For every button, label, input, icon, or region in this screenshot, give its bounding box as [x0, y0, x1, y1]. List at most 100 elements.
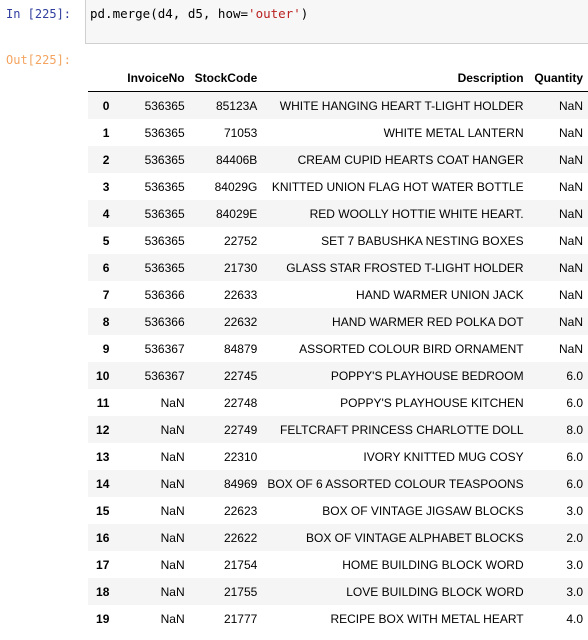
table-row: 15 NaN 22623 BOX OF VINTAGE JIGSAW BLOCKS 3.…: [88, 497, 588, 524]
row-index: 15: [96, 503, 110, 518]
table-row: 0 536365 85123A WHITE HANGING HEART T-LIGHT…: [88, 91, 588, 119]
cell-description: BOX OF VINTAGE JIGSAW BLOCKS: [322, 503, 524, 518]
cell-description: WHITE METAL LANTERN: [383, 125, 524, 140]
table-row: 19 NaN 21777 RECIPE BOX WITH METAL HEART 4.0: [88, 605, 588, 632]
table-row: 7 536366 22633 HAND WARMER UNION JACK NaN: [88, 281, 588, 308]
row-index: 6: [102, 260, 110, 275]
row-index: 17: [96, 557, 110, 572]
cell-description: RECIPE BOX WITH METAL HEART: [330, 611, 524, 626]
cell-quantity: 4.0: [566, 611, 583, 626]
table-body: 0 536365 85123A WHITE HANGING HEART T-LIGHT…: [88, 91, 588, 633]
table-row: 9 536367 84879 ASSORTED COLOUR BIRD ORNAMEN…: [88, 335, 588, 362]
row-index: 9: [102, 341, 110, 356]
cell-stockcode: 22749: [223, 422, 258, 437]
cell-quantity: 3.0: [566, 503, 583, 518]
cell-stockcode: 22632: [223, 314, 258, 329]
output-area: InvoiceNo StockCode Description Quantity…: [85, 48, 588, 640]
cell-stockcode: 22622: [223, 530, 258, 545]
table-row: 6 536365 21730 GLASS STAR FROSTED T-LIGHT H…: [88, 254, 588, 281]
header-description: Description: [262, 64, 529, 92]
row-index: 18: [96, 584, 110, 599]
cell-description: GLASS STAR FROSTED T-LIGHT HOLDER: [286, 260, 524, 275]
cell-description: HAND WARMER RED POLKA DOT: [332, 314, 524, 329]
cell-invoiceno: 536365: [144, 152, 185, 167]
cell-quantity: NaN: [558, 98, 583, 113]
cell-description: RED WOOLLY HOTTIE WHITE HEART.: [309, 206, 524, 221]
code-input-cell[interactable]: pd.merge(d4, d5, how='outer'): [85, 0, 588, 44]
cell-description: SET 7 BABUSHKA NESTING BOXES: [321, 233, 524, 248]
cell-stockcode: 22745: [223, 368, 258, 383]
cell-description: CREAM CUPID HEARTS COAT HANGER: [297, 152, 524, 167]
cell-stockcode: 84879: [223, 341, 258, 356]
cell-description: HOME BUILDING BLOCK WORD: [342, 557, 524, 572]
cell-invoiceno: 536365: [144, 125, 185, 140]
row-index: 19: [96, 611, 110, 626]
header-quantity: Quantity: [528, 64, 588, 92]
table-row: 1 536365 71053 WHITE METAL LANTERN NaN: [88, 119, 588, 146]
row-index: 0: [102, 98, 110, 113]
table-row: 3 536365 84029G KNITTED UNION FLAG HOT WATE…: [88, 173, 588, 200]
cell-quantity: NaN: [558, 287, 583, 302]
cell-stockcode: 85123A: [215, 98, 258, 113]
cell-invoiceno: NaN: [160, 584, 185, 599]
cell-invoiceno: 536366: [144, 287, 185, 302]
row-index: 8: [102, 314, 110, 329]
cell-invoiceno: NaN: [160, 503, 185, 518]
cell-invoiceno: NaN: [160, 422, 185, 437]
cell-invoiceno: 536365: [144, 98, 185, 113]
table-row: 11 NaN 22748 POPPY'S PLAYHOUSE KITCHEN 6.0: [88, 389, 588, 416]
input-prompt: In [225]:: [6, 7, 72, 21]
output-prompt: Out[225]:: [6, 53, 72, 67]
cell-stockcode: 84029G: [214, 179, 258, 194]
cell-stockcode: 21777: [223, 611, 258, 626]
cell-quantity: NaN: [558, 179, 583, 194]
cell-quantity: 6.0: [566, 476, 583, 491]
cell-description: ASSORTED COLOUR BIRD ORNAMENT: [299, 341, 524, 356]
cell-description: WHITE HANGING HEART T-LIGHT HOLDER: [279, 98, 524, 113]
cell-quantity: NaN: [558, 233, 583, 248]
cell-description: POPPY'S PLAYHOUSE KITCHEN: [340, 395, 524, 410]
cell-quantity: NaN: [558, 314, 583, 329]
cell-invoiceno: 536365: [144, 179, 185, 194]
cell-invoiceno: 536367: [144, 341, 185, 356]
header-stockcode: StockCode: [189, 64, 263, 92]
cell-quantity: 8.0: [566, 422, 583, 437]
table-row: 17 NaN 21754 HOME BUILDING BLOCK WORD 3.0: [88, 551, 588, 578]
header-index: [88, 64, 115, 92]
cell-stockcode: 21755: [223, 584, 258, 599]
row-index: 11: [96, 395, 110, 410]
cell-invoiceno: 536367: [144, 368, 185, 383]
cell-description: HAND WARMER UNION JACK: [356, 287, 524, 302]
cell-description: FELTCRAFT PRINCESS CHARLOTTE DOLL: [280, 422, 524, 437]
row-index: 10: [96, 368, 110, 383]
cell-description: LOVE BUILDING BLOCK WORD: [346, 584, 524, 599]
cell-description: KNITTED UNION FLAG HOT WATER BOTTLE: [271, 179, 524, 194]
table-row: 4 536365 84029E RED WOOLLY HOTTIE WHITE HEA…: [88, 200, 588, 227]
row-index: 2: [102, 152, 110, 167]
code-prefix: pd.merge(d4, d5, how=: [90, 6, 249, 21]
cell-quantity: 6.0: [566, 368, 583, 383]
table-row: 2 536365 84406B CREAM CUPID HEARTS COAT HAN…: [88, 146, 588, 173]
cell-stockcode: 84029E: [215, 206, 258, 221]
cell-quantity: NaN: [558, 206, 583, 221]
cell-invoiceno: NaN: [160, 395, 185, 410]
table-row: 8 536366 22632 HAND WARMER RED POLKA DOT NaN: [88, 308, 588, 335]
row-index: 13: [96, 449, 110, 464]
row-index: 4: [102, 206, 110, 221]
cell-quantity: 6.0: [566, 395, 583, 410]
row-index: 12: [96, 422, 110, 437]
row-index: 3: [102, 179, 110, 194]
cell-quantity: 2.0: [566, 530, 583, 545]
table-row: 10 536367 22745 POPPY'S PLAYHOUSE BEDROOM 6.…: [88, 362, 588, 389]
cell-invoiceno: 536366: [144, 314, 185, 329]
cell-quantity: NaN: [558, 152, 583, 167]
header-row: InvoiceNo StockCode Description Quantity: [88, 64, 588, 92]
cell-stockcode: 22748: [223, 395, 258, 410]
cell-invoiceno: 536365: [144, 233, 185, 248]
cell-description: BOX OF 6 ASSORTED COLOUR TEASPOONS: [267, 476, 524, 491]
table-row: 13 NaN 22310 IVORY KNITTED MUG COSY 6.0: [88, 443, 588, 470]
cell-stockcode: 22310: [223, 449, 258, 464]
row-index: 16: [96, 530, 110, 545]
cell-stockcode: 84406B: [215, 152, 258, 167]
